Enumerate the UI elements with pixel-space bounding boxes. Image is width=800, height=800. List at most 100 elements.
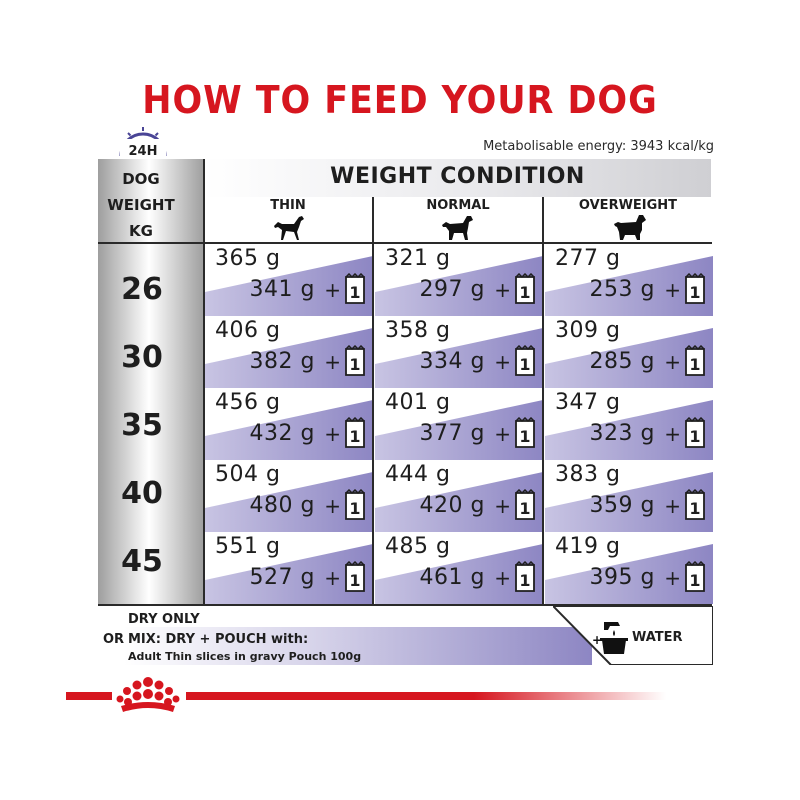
dry-only-amount: 406 g: [215, 318, 281, 343]
pouch-count: 1: [519, 355, 530, 374]
mix-dry-amount: 461 g: [419, 565, 485, 590]
dog-weight-header-line: DOG: [122, 170, 160, 188]
dry-only-amount: 309 g: [555, 318, 621, 343]
thin-dog-icon: [272, 212, 308, 242]
pouch-icon: 1: [513, 560, 537, 593]
pouch-count: 1: [519, 283, 530, 302]
pouch-count: 1: [689, 571, 700, 590]
pouch-icon: 1: [683, 272, 707, 305]
dog-weight-header: DOG WEIGHT KG: [98, 166, 184, 244]
dry-only-amount: 485 g: [385, 534, 451, 559]
mix-dry-amount: 377 g: [419, 421, 485, 446]
royal-canin-crown-logo: [113, 676, 183, 718]
feeding-cell: 365 g 341 g +1: [205, 246, 373, 316]
normal-dog-icon: [440, 212, 476, 242]
mix-dry-amount: 527 g: [249, 565, 315, 590]
feeding-cell: 401 g 377 g +1: [375, 390, 543, 460]
pouch-icon: 1: [683, 344, 707, 377]
clock-label: 24H: [129, 144, 158, 159]
legend-or: OR: [103, 632, 125, 647]
plus-sign: +: [324, 422, 341, 446]
column-overweight: OVERWEIGHT: [578, 198, 678, 213]
pouch-icon: 1: [343, 488, 367, 521]
dry-only-amount: 551 g: [215, 534, 281, 559]
page-title: HOW TO FEED YOUR DOG: [142, 78, 658, 122]
pouch-icon: 1: [343, 272, 367, 305]
weight-condition-band: [204, 159, 711, 197]
pouch-icon: 1: [513, 344, 537, 377]
weight-condition-header: WEIGHT CONDITION: [330, 164, 585, 189]
mix-dry-amount: 323 g: [589, 421, 655, 446]
feeding-cell: 419 g 395 g +1: [545, 534, 713, 604]
dog-weight-header-line: KG: [129, 222, 153, 240]
plus-sign: +: [494, 566, 511, 590]
dog-weight-value: 40: [121, 476, 163, 511]
mix-legend-band: [124, 627, 592, 665]
pouch-count: 1: [689, 355, 700, 374]
feeding-cell: 456 g 432 g +1: [205, 390, 373, 460]
dog-weight-value: 45: [121, 544, 163, 579]
plus-sign: +: [664, 494, 681, 518]
column-normal: NORMAL: [426, 198, 490, 213]
dry-only-amount: 358 g: [385, 318, 451, 343]
pouch-count: 1: [349, 355, 360, 374]
pouch-icon: 1: [343, 416, 367, 449]
mix-dry-amount: 420 g: [419, 493, 485, 518]
svg-text:+: +: [592, 633, 602, 647]
weight-column-band: [98, 159, 204, 605]
feeding-cell: 277 g 253 g +1: [545, 246, 713, 316]
mix-dry-amount: 395 g: [589, 565, 655, 590]
pouch-count: 1: [349, 499, 360, 518]
feeding-cell: 358 g 334 g +1: [375, 318, 543, 388]
plus-sign: +: [324, 494, 341, 518]
plus-sign: +: [324, 278, 341, 302]
plus-sign: +: [494, 422, 511, 446]
legend-dry-only: DRY ONLY: [128, 612, 200, 627]
mix-dry-amount: 285 g: [589, 349, 655, 374]
pouch-icon: 1: [683, 560, 707, 593]
dog-weight-value: 26: [121, 272, 163, 307]
brand-stripe-left: [66, 692, 112, 700]
feeding-cell: 347 g 323 g +1: [545, 390, 713, 460]
plus-sign: +: [324, 566, 341, 590]
clock-icon: 24H: [114, 122, 174, 166]
water-label: WATER: [632, 630, 683, 645]
column-divider: [542, 197, 544, 605]
dry-only-amount: 504 g: [215, 462, 281, 487]
pouch-icon: 1: [513, 272, 537, 305]
pouch-count: 1: [519, 427, 530, 446]
column-divider: [372, 197, 374, 605]
pouch-count: 1: [349, 571, 360, 590]
pouch-icon: 1: [513, 416, 537, 449]
pouch-count: 1: [519, 499, 530, 518]
feeding-cell: 485 g 461 g +1: [375, 534, 543, 604]
feeding-cell: 444 g 420 g +1: [375, 462, 543, 532]
dry-only-amount: 321 g: [385, 246, 451, 271]
mix-dry-amount: 432 g: [249, 421, 315, 446]
pouch-count: 1: [349, 283, 360, 302]
table-bottom-divider: [98, 604, 712, 606]
water-bowl-icon: +: [590, 614, 630, 660]
pouch-icon: 1: [683, 488, 707, 521]
dry-only-amount: 401 g: [385, 390, 451, 415]
weight-column-divider: [203, 159, 205, 605]
dry-only-amount: 365 g: [215, 246, 281, 271]
pouch-count: 1: [689, 427, 700, 446]
mix-dry-amount: 359 g: [589, 493, 655, 518]
metabolisable-energy: Metabolisable energy: 3943 kcal/kg: [483, 139, 714, 154]
dog-weight-value: 30: [121, 340, 163, 375]
plus-sign: +: [494, 350, 511, 374]
plus-sign: +: [664, 350, 681, 374]
mix-dry-amount: 253 g: [589, 277, 655, 302]
pouch-icon: 1: [343, 344, 367, 377]
mix-dry-amount: 334 g: [419, 349, 485, 374]
dry-only-amount: 347 g: [555, 390, 621, 415]
feeding-cell: 504 g 480 g +1: [205, 462, 373, 532]
brand-stripe-right: [186, 692, 666, 700]
pouch-count: 1: [349, 427, 360, 446]
mix-dry-amount: 297 g: [419, 277, 485, 302]
pouch-icon: 1: [513, 488, 537, 521]
dog-weight-header-line: WEIGHT: [107, 196, 175, 214]
plus-sign: +: [664, 278, 681, 302]
legend-mix: MIX: DRY + POUCH with:: [128, 632, 309, 647]
